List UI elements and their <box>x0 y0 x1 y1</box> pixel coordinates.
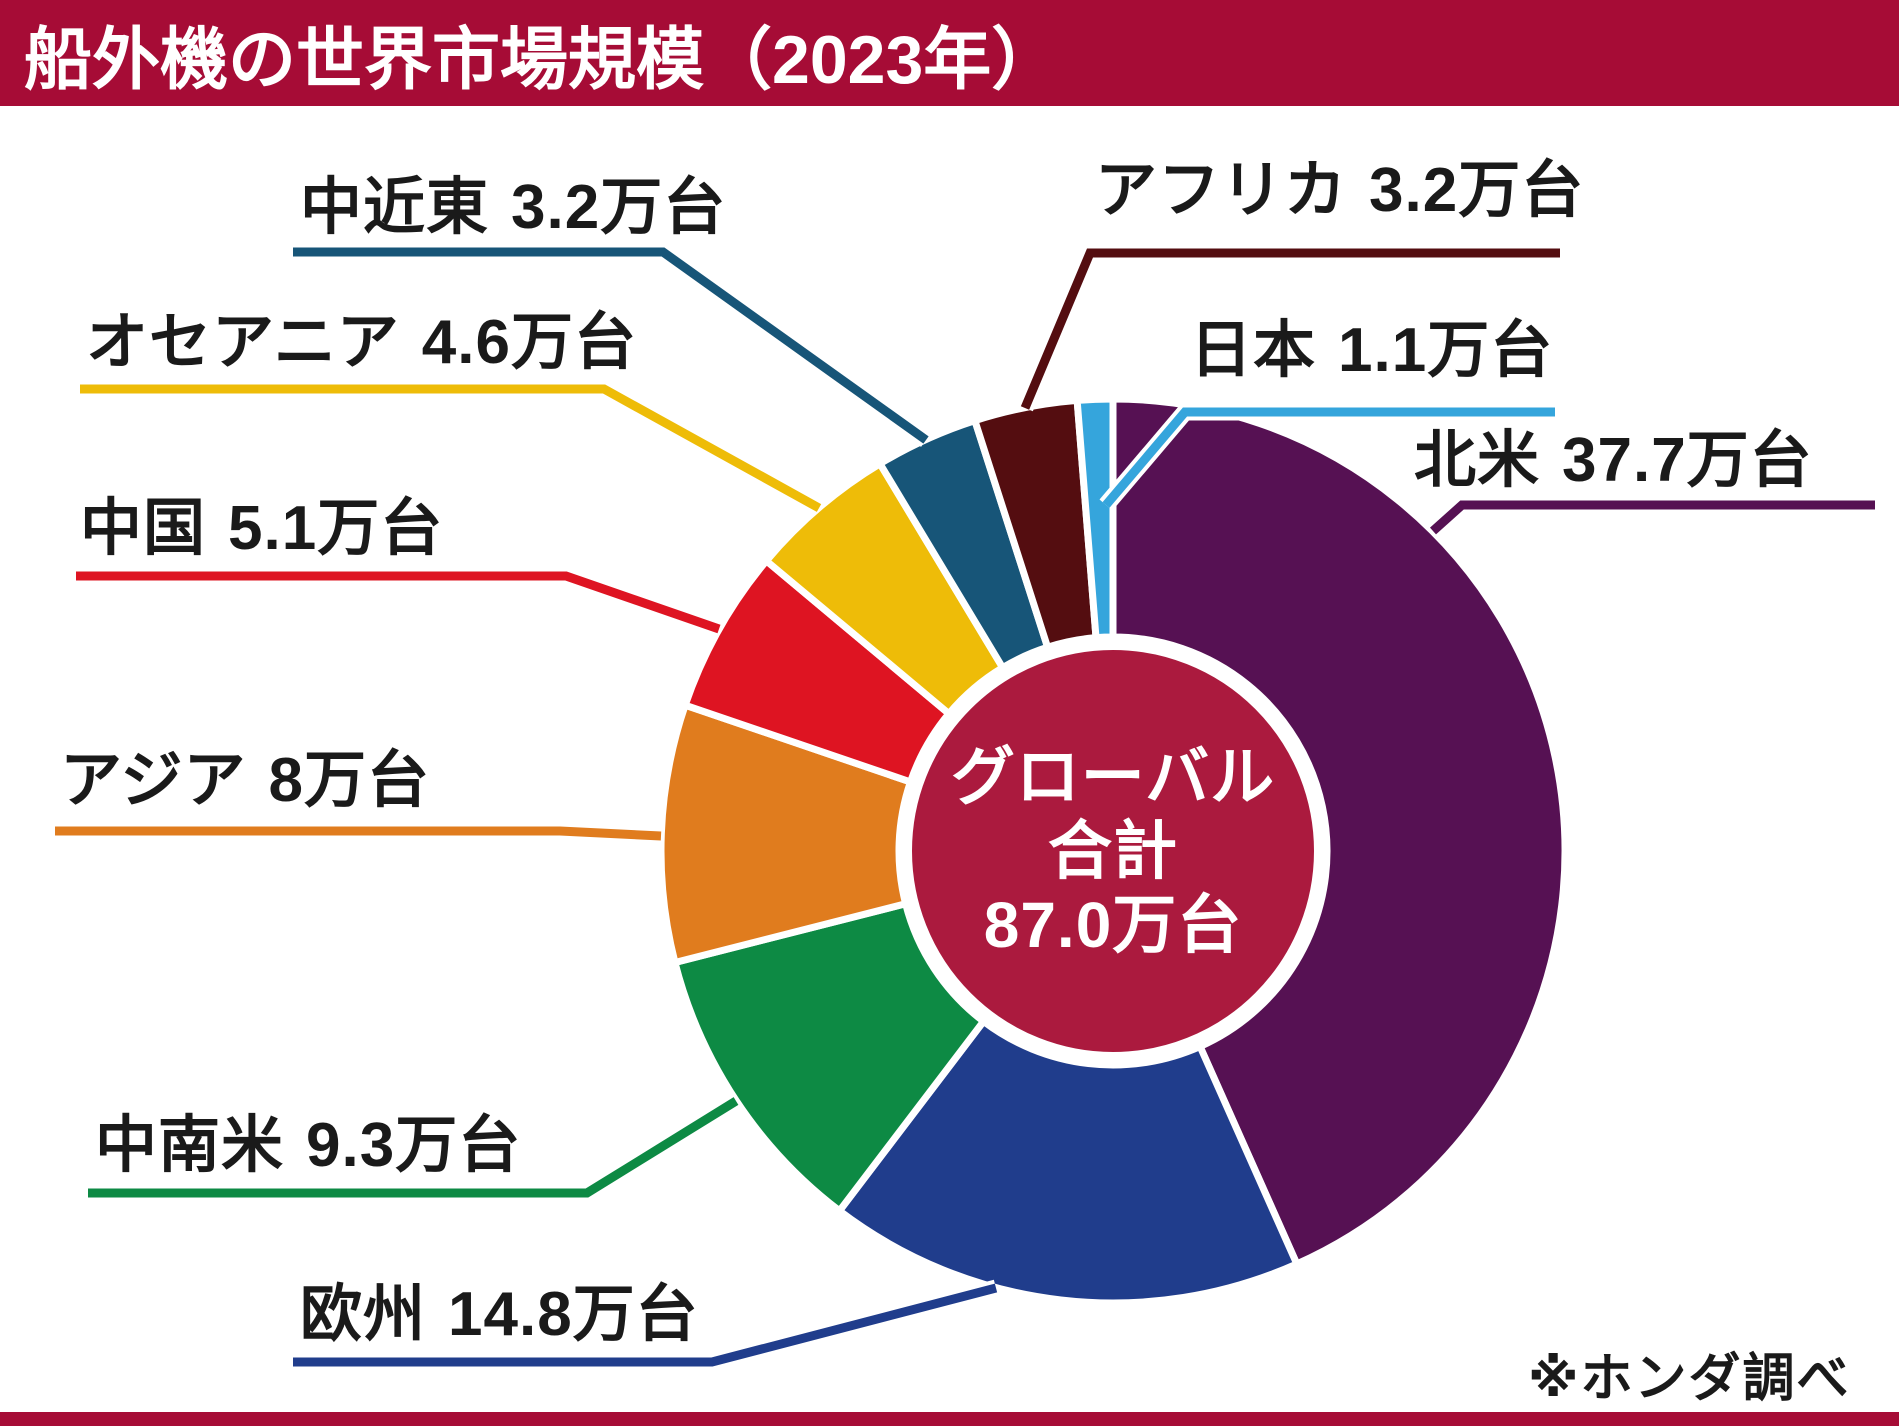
region-label-middle-east: 中近東 3.2万台 <box>300 175 726 240</box>
region-amount: 9.3万台 <box>306 1111 522 1180</box>
region-name: 中近東 <box>300 173 490 242</box>
region-amount: 5.1万台 <box>228 494 444 563</box>
bottom-accent-strip <box>0 1412 1899 1426</box>
region-amount: 4.6万台 <box>421 308 637 377</box>
region-name: 中南米 <box>95 1111 285 1180</box>
leader-line-china <box>76 571 721 634</box>
segment-north-america <box>1109 395 1569 1269</box>
region-label-latin-america: 中南米 9.3万台 <box>95 1113 521 1178</box>
leader-line-oceania <box>80 384 822 512</box>
donut-center-circle <box>904 642 1322 1060</box>
leader-line-africa <box>1020 248 1560 410</box>
center-total-line1: グローバル <box>950 740 1276 813</box>
segment-europe <box>834 1016 1302 1307</box>
region-amount: 37.7万台 <box>1562 426 1813 495</box>
center-total-line2: 合計 <box>1048 814 1178 887</box>
region-name: 日本 <box>1190 316 1317 385</box>
region-name: 中国 <box>80 494 207 563</box>
source-note: ※ホンダ調べ <box>1528 1350 1851 1408</box>
region-amount: 3.2万台 <box>511 173 727 242</box>
leader-line-latin-america <box>88 1097 739 1198</box>
region-label-japan: 日本 1.1万台 <box>1190 318 1553 383</box>
region-label-africa: アフリカ 3.2万台 <box>1095 158 1584 223</box>
donut-center-total: グローバル 合計 87.0万台 <box>903 716 1323 986</box>
region-label-china: 中国 5.1万台 <box>80 496 443 561</box>
center-total-line3: 87.0万台 <box>983 889 1243 962</box>
region-label-north-america: 北米 37.7万台 <box>1414 428 1813 493</box>
region-name: 欧州 <box>300 1280 427 1349</box>
region-amount: 1.1万台 <box>1338 316 1554 385</box>
segment-latin-america <box>670 899 989 1216</box>
region-name: オセアニア <box>86 308 400 377</box>
leader-line-japan <box>1102 407 1555 508</box>
leader-line-north-america <box>1429 500 1875 535</box>
segment-japan <box>1073 395 1117 642</box>
region-amount: 3.2万台 <box>1369 156 1585 225</box>
region-amount: 8万台 <box>268 746 431 815</box>
region-name: アフリカ <box>1095 156 1348 225</box>
leader-line-europe <box>293 1283 998 1367</box>
page-title: 船外機の世界市場規模（2023年） <box>24 21 1060 98</box>
region-amount: 14.8万台 <box>448 1280 699 1349</box>
region-name: アジア <box>60 746 247 815</box>
region-label-europe: 欧州 14.8万台 <box>300 1282 699 1347</box>
leader-line-asia <box>55 826 662 841</box>
region-label-oceania: オセアニア 4.6万台 <box>86 310 637 375</box>
leader-line-middle-east <box>293 247 929 444</box>
region-name: 北米 <box>1414 426 1541 495</box>
region-label-asia: アジア 8万台 <box>60 748 430 813</box>
title-bar: 船外機の世界市場規模（2023年） <box>0 0 1899 106</box>
leader-line-casing-china <box>76 567 722 638</box>
